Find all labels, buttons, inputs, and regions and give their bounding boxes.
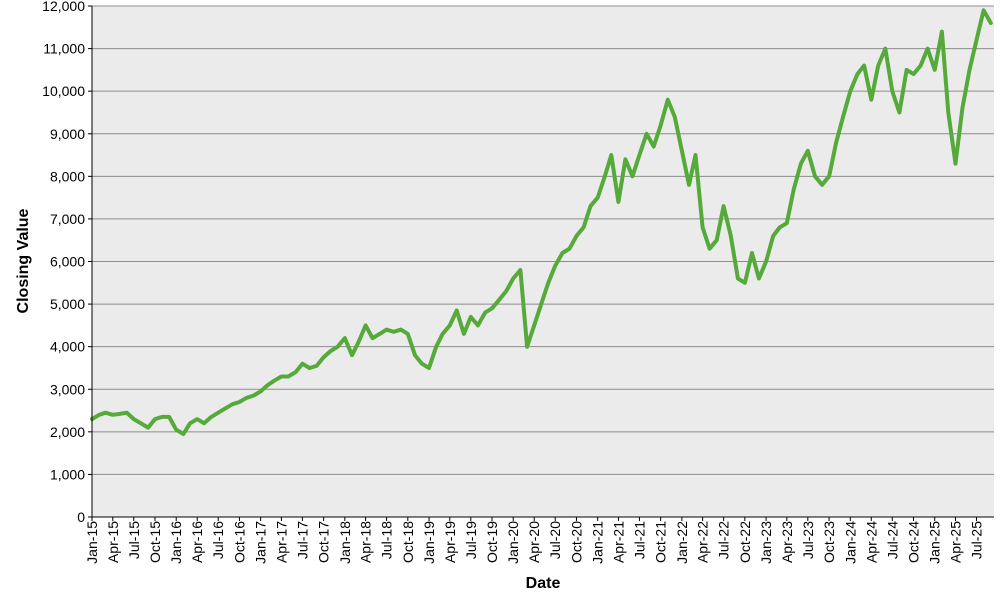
x-tick-label: Apr-15 — [105, 521, 121, 563]
x-tick-label: Oct-18 — [400, 521, 416, 563]
x-tick-label: Oct-15 — [147, 521, 163, 563]
x-tick-label: Jan-23 — [758, 521, 774, 564]
x-axis-ticks: Jan-15 Apr-15 Jul-15 Oct-15 Jan-16 Apr-16 Jul-… — [84, 517, 984, 564]
x-tick-label: Jul-23 — [800, 521, 816, 559]
x-tick-label: Jul-15 — [126, 521, 142, 559]
x-tick-label: Apr-18 — [358, 521, 374, 563]
x-tick-label: Apr-19 — [442, 521, 458, 563]
x-tick-label: Jul-17 — [294, 521, 310, 559]
x-tick-label: Oct-17 — [316, 521, 332, 563]
x-tick-label: Jan-25 — [927, 521, 943, 564]
x-tick-label: Apr-22 — [695, 521, 711, 563]
y-tick-label: 4,000 — [50, 339, 85, 355]
x-tick-label: Oct-16 — [231, 521, 247, 563]
x-tick-label: Jul-16 — [210, 521, 226, 559]
y-tick-label: 0 — [77, 509, 85, 525]
x-tick-label: Oct-20 — [568, 521, 584, 563]
x-tick-label: Jan-16 — [168, 521, 184, 564]
x-tick-label: Jul-24 — [884, 521, 900, 559]
x-tick-label: Jul-21 — [631, 521, 647, 559]
closing-value-line — [90, 8, 993, 436]
y-tick-label: 1,000 — [50, 466, 85, 482]
x-tick-label: Jul-19 — [463, 521, 479, 559]
x-tick-label: Jan-20 — [505, 521, 521, 564]
x-tick-label: Jan-19 — [421, 521, 437, 564]
x-tick-label: Apr-23 — [779, 521, 795, 563]
y-tick-label: 11,000 — [43, 41, 85, 57]
y-tick-label: 8,000 — [50, 168, 85, 184]
x-tick-label: Jan-24 — [842, 521, 858, 564]
y-tick-label: 6,000 — [50, 254, 85, 270]
x-tick-label: Apr-17 — [273, 521, 289, 563]
y-tick-label: 10,000 — [42, 83, 85, 99]
x-axis-title: Date — [526, 575, 561, 592]
x-tick-label: Jan-15 — [84, 521, 100, 564]
x-tick-label: Apr-21 — [610, 521, 626, 563]
x-tick-label: Jan-17 — [253, 521, 269, 564]
y-tick-label: 12,000 — [42, 0, 85, 14]
x-tick-label: Oct-22 — [737, 521, 753, 563]
y-tick-label: 2,000 — [50, 424, 85, 440]
x-tick-label: Jul-22 — [716, 521, 732, 559]
x-tick-label: Apr-24 — [863, 521, 879, 563]
x-tick-label: Jul-18 — [379, 521, 395, 559]
x-tick-label: Oct-19 — [484, 521, 500, 563]
y-axis-title: Closing Value — [15, 208, 32, 313]
x-tick-label: Apr-16 — [189, 521, 205, 563]
x-tick-label: Oct-21 — [653, 521, 669, 563]
gridlines — [92, 5, 994, 475]
x-tick-label: Jan-22 — [674, 521, 690, 564]
y-axis-ticks: 0 1,000 2,000 3,000 4,000 5,000 6,000 7,000 8,00… — [42, 0, 92, 525]
x-tick-label: Oct-24 — [905, 521, 921, 563]
x-tick-label: Jul-20 — [547, 521, 563, 559]
x-tick-label: Oct-23 — [821, 521, 837, 563]
x-tick-label: Jan-18 — [337, 521, 353, 564]
y-tick-label: 7,000 — [50, 211, 85, 227]
x-tick-label: Apr-25 — [947, 521, 963, 563]
x-tick-label: Jul-25 — [968, 521, 984, 559]
y-tick-label: 5,000 — [50, 296, 85, 312]
y-tick-label: 9,000 — [50, 126, 85, 142]
x-tick-label: Jan-21 — [590, 521, 606, 564]
x-tick-label: Apr-20 — [526, 521, 542, 563]
y-tick-label: 3,000 — [50, 381, 85, 397]
